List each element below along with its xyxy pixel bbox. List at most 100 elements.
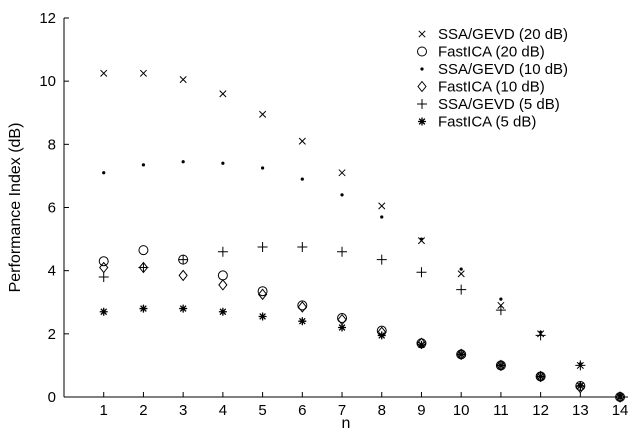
data-point (179, 76, 187, 84)
data-point (496, 359, 506, 372)
x-tick-label: 8 (378, 402, 386, 419)
legend-label: FastICA (5 dB) (438, 114, 536, 131)
series-star (99, 304, 625, 401)
x-tick-label: 2 (139, 402, 147, 419)
data-point (260, 166, 265, 170)
data-point (378, 202, 386, 210)
data-point (536, 372, 545, 381)
data-point (139, 69, 147, 77)
legend-marker (418, 30, 426, 38)
data-point (138, 245, 149, 256)
series-x (100, 69, 624, 401)
x-tick-label: 10 (453, 402, 470, 419)
series-diamond (99, 261, 625, 403)
x-tick-label: 7 (338, 402, 346, 419)
legend: SSA/GEVD (20 dB)FastICA (20 dB)SSA/GEVD … (417, 26, 568, 131)
y-ticks: 0 2 4 6 8 10 12 (39, 10, 69, 406)
data-point (217, 270, 228, 281)
data-point (179, 304, 188, 313)
x-tick-label: 4 (219, 402, 227, 419)
data-point (297, 301, 307, 313)
data-point (218, 307, 227, 316)
data-point (380, 215, 384, 219)
data-point (100, 69, 108, 77)
data-point (219, 90, 227, 98)
data-point (337, 246, 348, 257)
data-point (257, 241, 268, 252)
data-point (417, 340, 426, 349)
series-plus (98, 241, 626, 402)
x-axis-label: n (342, 415, 351, 432)
data-point (535, 370, 546, 383)
data-point (459, 267, 463, 271)
series-circle (98, 245, 626, 402)
data-point (217, 246, 228, 257)
data-point (337, 313, 348, 324)
data-point (340, 193, 344, 197)
data-point (141, 163, 146, 167)
data-point (298, 137, 306, 145)
data-point (257, 288, 268, 301)
data-point (178, 254, 189, 265)
data-point (221, 161, 225, 165)
x-tick-label: 11 (493, 402, 509, 419)
data-point (337, 313, 347, 326)
data-point (456, 284, 467, 295)
legend-item: FastICA (10 dB) (417, 79, 545, 96)
x-ticks: 1 2 3 4 5 6 7 8 9 10 11 12 13 14 (100, 392, 629, 419)
legend-label: SSA/GEVD (10 dB) (438, 61, 568, 78)
data-point (218, 279, 228, 291)
legend-marker (418, 117, 426, 126)
data-point (496, 361, 505, 370)
data-point (457, 270, 465, 278)
data-point (377, 331, 386, 340)
data-point (338, 323, 347, 332)
data-point (495, 305, 506, 316)
x-tick-label: 14 (612, 402, 629, 419)
legend-label: FastICA (20 dB) (438, 44, 545, 61)
legend-marker (417, 80, 427, 93)
x-tick-label: 13 (572, 402, 589, 419)
y-tick-label: 10 (39, 73, 56, 90)
legend-marker (417, 99, 427, 109)
data-point (576, 381, 585, 390)
y-tick-label: 6 (48, 200, 56, 217)
data-point (259, 110, 267, 118)
legend-label: FastICA (10 dB) (438, 79, 545, 96)
data-point (419, 237, 424, 241)
legend-item: FastICA (20 dB) (417, 44, 545, 61)
y-tick-label: 2 (48, 326, 56, 343)
y-axis-label: Performance Index (dB) (7, 123, 24, 293)
data-point (258, 312, 267, 321)
x-tick-label: 12 (532, 402, 549, 419)
y-tick-label: 8 (48, 136, 56, 153)
legend-marker (417, 46, 427, 57)
legend-item: SSA/GEVD (5 dB) (417, 96, 560, 113)
data-point (376, 254, 387, 265)
data-point (338, 169, 346, 177)
data-point (138, 262, 149, 273)
data-point (575, 360, 586, 371)
data-point (456, 348, 466, 361)
legend-marker (420, 67, 424, 71)
data-point (99, 307, 108, 316)
legend-item: SSA/GEVD (20 dB) (418, 26, 568, 43)
data-point (300, 177, 304, 181)
x-tick-label: 1 (100, 402, 108, 419)
data-points (98, 69, 626, 403)
data-point (102, 171, 106, 175)
y-tick-label: 0 (48, 389, 56, 406)
y-tick-label: 12 (39, 10, 56, 27)
x-tick-label: 3 (179, 402, 187, 419)
data-point (575, 380, 586, 391)
x-tick-label: 9 (417, 402, 425, 419)
series-dot (102, 160, 622, 398)
data-point (416, 267, 427, 278)
data-point (457, 350, 466, 359)
legend-label: SSA/GEVD (20 dB) (438, 26, 568, 43)
data-point (297, 300, 308, 311)
data-point (535, 330, 546, 341)
data-point (98, 256, 109, 267)
legend-item: FastICA (5 dB) (418, 114, 536, 131)
legend-item: SSA/GEVD (10 dB) (420, 61, 568, 78)
